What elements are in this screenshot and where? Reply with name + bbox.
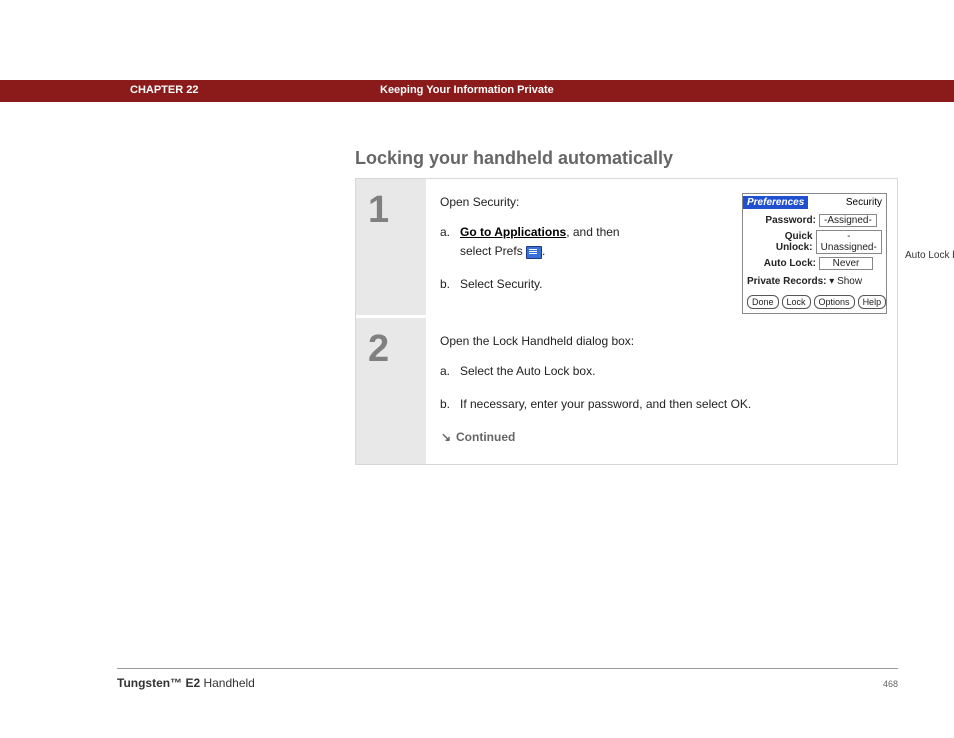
step-2b-letter: b.: [440, 395, 460, 414]
step-1: 1 Open Security: a. Go to Applications, …: [356, 179, 897, 318]
step-2a-text: Select the Auto Lock box.: [460, 362, 595, 381]
palm-private-dropdown[interactable]: ▾ Show: [829, 276, 862, 287]
go-to-applications-link[interactable]: Go to Applications: [460, 225, 566, 239]
palm-options-button[interactable]: Options: [814, 295, 855, 309]
chapter-title: Keeping Your Information Private: [380, 84, 554, 96]
step-1-intro: Open Security:: [440, 195, 640, 209]
step-1a-rest2: .: [542, 244, 545, 258]
palm-help-button[interactable]: Help: [858, 295, 887, 309]
continued-indicator: ↘ Continued: [440, 430, 883, 444]
step-2-body: Open the Lock Handheld dialog box: a. Se…: [426, 318, 897, 464]
steps-container: 1 Open Security: a. Go to Applications, …: [355, 178, 898, 465]
continued-arrow-icon: ↘: [440, 430, 452, 444]
step-1-number: 1: [356, 179, 426, 315]
step-1b-text: Select Security.: [460, 275, 542, 294]
section-title: Locking your handheld automatically: [355, 148, 673, 169]
palm-done-button[interactable]: Done: [747, 295, 779, 309]
footer-divider: [117, 668, 898, 669]
step-2: 2 Open the Lock Handheld dialog box: a. …: [356, 318, 897, 464]
palm-quickunlock-label: Quick Unlock:: [747, 231, 816, 253]
step-2b-text: If necessary, enter your password, and t…: [460, 395, 751, 414]
palm-private-records-row: Private Records: ▾ Show: [747, 276, 882, 287]
palm-password-label: Password:: [747, 215, 819, 226]
step-1a-letter: a.: [440, 223, 460, 261]
step-1a-text: Go to Applications, and then select Pref…: [460, 223, 640, 261]
palm-titlebar: Preferences Security: [743, 194, 886, 210]
prefs-icon: [526, 245, 542, 259]
footer-product: Tungsten™ E2 Handheld: [117, 676, 255, 690]
palm-password-value[interactable]: -Assigned-: [819, 214, 877, 227]
step-2-intro: Open the Lock Handheld dialog box:: [440, 334, 883, 348]
chapter-label: CHAPTER 22: [130, 84, 198, 96]
footer-product-rest: Handheld: [200, 676, 255, 690]
page-number: 468: [883, 679, 898, 689]
step-2-number: 2: [356, 318, 426, 464]
palm-preferences-screenshot: Preferences Security Password: -Assigned…: [742, 193, 887, 314]
palm-pref-label: Preferences: [743, 196, 808, 209]
step-1b-letter: b.: [440, 275, 460, 294]
footer-product-bold: Tungsten™ E2: [117, 676, 200, 690]
chapter-header-bar: CHAPTER 22 Keeping Your Information Priv…: [0, 80, 954, 102]
palm-quickunlock-value[interactable]: -Unassigned-: [816, 230, 882, 254]
palm-lock-button[interactable]: Lock: [782, 295, 811, 309]
autolock-callout: Auto Lock box: [905, 250, 954, 261]
step-2a-letter: a.: [440, 362, 460, 381]
palm-security-label: Security: [846, 197, 886, 208]
step-1-body: Open Security: a. Go to Applications, an…: [426, 179, 897, 315]
palm-private-label: Private Records:: [747, 276, 826, 287]
continued-label: Continued: [456, 430, 515, 444]
palm-autolock-value[interactable]: Never: [819, 257, 873, 270]
palm-autolock-label: Auto Lock:: [747, 258, 819, 269]
